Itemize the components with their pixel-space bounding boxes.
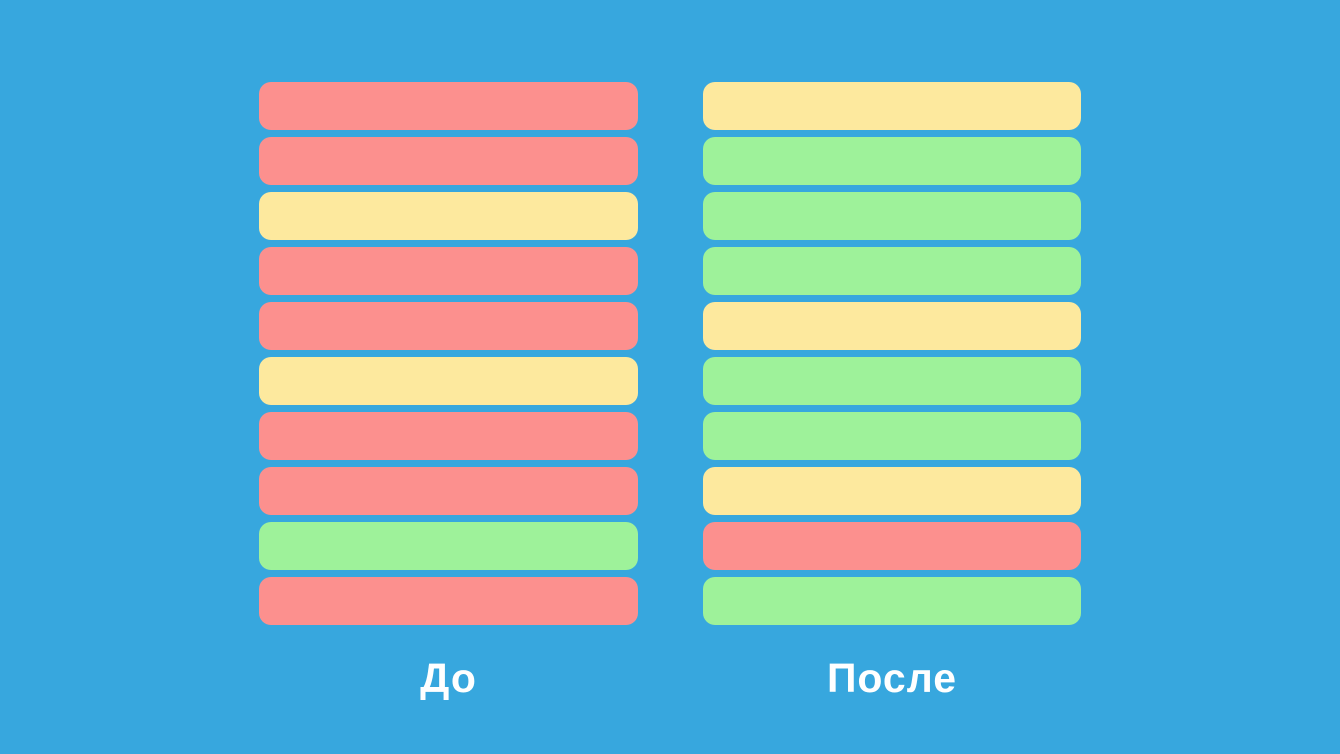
status-bar-red xyxy=(259,467,638,515)
status-bar-green xyxy=(703,247,1081,295)
status-bar-red xyxy=(703,522,1081,570)
status-bar-yellow xyxy=(703,82,1081,130)
status-bar-red xyxy=(259,577,638,625)
status-bar-green xyxy=(703,137,1081,185)
status-bar-green xyxy=(703,357,1081,405)
before-label: До xyxy=(420,655,477,701)
status-bar-yellow xyxy=(259,192,638,240)
status-bar-green xyxy=(703,412,1081,460)
status-bar-green xyxy=(703,192,1081,240)
status-bar-yellow xyxy=(259,357,638,405)
after-label: После xyxy=(826,655,958,701)
status-bar-red xyxy=(259,137,638,185)
status-bar-red xyxy=(259,302,638,350)
after-column xyxy=(703,82,1081,625)
status-bar-red xyxy=(259,82,638,130)
status-bar-yellow xyxy=(703,467,1081,515)
status-bar-green xyxy=(703,577,1081,625)
before-column xyxy=(259,82,638,625)
status-bar-green xyxy=(259,522,638,570)
status-bar-red xyxy=(259,412,638,460)
status-bar-yellow xyxy=(703,302,1081,350)
status-bar-red xyxy=(259,247,638,295)
